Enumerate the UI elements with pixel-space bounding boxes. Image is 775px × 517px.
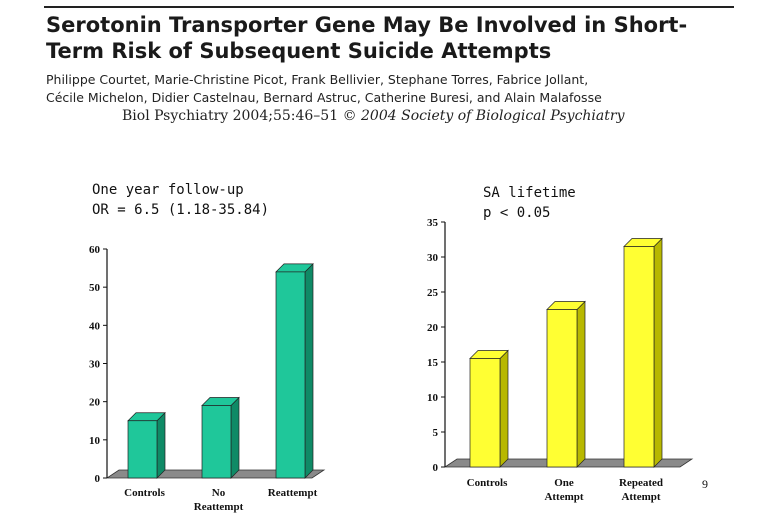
left-y-tick-label: 30 — [89, 359, 101, 371]
paper-title-line1: Serotonin Transporter Gene May Be Involv… — [46, 13, 688, 37]
right-y-tick-label: 0 — [433, 462, 439, 474]
right-y-tick-label: 10 — [427, 392, 439, 404]
left-category-label: Reattempt — [194, 501, 244, 513]
right-annotation-line1: SA lifetime — [483, 185, 576, 201]
left-y-tick-label: 50 — [89, 282, 101, 294]
right-y-tick-label: 35 — [427, 217, 439, 229]
left-bar-3-front — [275, 271, 306, 479]
left-y-tick-label: 0 — [95, 473, 101, 485]
left-bar-2-front — [201, 405, 232, 479]
left-y-tick-label: 60 — [89, 244, 101, 256]
left-bar-3-side — [304, 263, 314, 479]
left-annotation-line2: OR = 6.5 (1.18-35.84) — [92, 202, 270, 218]
left-category-label: Reattempt — [268, 487, 318, 499]
left-annotation-line1: One year follow-up — [92, 182, 244, 198]
left-y-tick-label: 10 — [89, 435, 101, 447]
paper-title: Serotonin Transporter Gene May Be Involv… — [46, 12, 736, 64]
right-y-tick-label: 30 — [427, 252, 439, 264]
right-bar-3-side — [653, 237, 663, 468]
left-bar-2-side — [230, 396, 240, 479]
right-category-label: Repeated — [619, 477, 663, 489]
left-chart-annotation: One year follow-up OR = 6.5 (1.18-35.84) — [92, 180, 269, 220]
page-number: 9 — [702, 477, 708, 491]
right-y-tick-label: 25 — [427, 287, 439, 299]
right-chart-annotation: SA lifetime p < 0.05 — [483, 183, 576, 223]
right-category-label: One — [554, 477, 574, 489]
paper-citation: Biol Psychiatry 2004;55:46–51 © 2004 Soc… — [122, 108, 624, 124]
left-y-tick-label: 20 — [89, 397, 101, 409]
right-annotation-line2: p < 0.05 — [483, 205, 551, 221]
right-bar-2-front — [546, 309, 578, 468]
right-y-tick-label: 15 — [427, 357, 439, 369]
left-bar-1-front — [127, 420, 158, 479]
left-bar-1-side — [156, 411, 166, 479]
right-category-label: Attempt — [544, 491, 583, 503]
header-rule — [44, 6, 734, 8]
right-bar-1-side — [499, 349, 509, 468]
right-y-tick-label: 20 — [427, 322, 439, 334]
left-y-tick-label: 40 — [89, 320, 101, 332]
right-y-tick-label: 5 — [433, 427, 439, 439]
authors-line1: Philippe Courtet, Marie-Christine Picot,… — [46, 72, 589, 87]
paper-authors: Philippe Courtet, Marie-Christine Picot,… — [46, 71, 736, 107]
right-category-label: Controls — [467, 477, 508, 489]
right-bar-2-side — [576, 300, 586, 468]
authors-line2: Cécile Michelon, Didier Castelnau, Berna… — [46, 90, 602, 105]
copyright-text: © 2004 Society of Biological Psychiatry — [342, 108, 625, 124]
right-category-label: Attempt — [621, 491, 660, 503]
right-bar-1-front — [469, 358, 501, 468]
citation-text: Biol Psychiatry 2004;55:46–51 — [122, 108, 343, 124]
left-category-label: No — [212, 487, 226, 499]
paper-title-line2: Term Risk of Subsequent Suicide Attempts — [46, 39, 552, 63]
right-bar-3-front — [623, 246, 655, 468]
left-category-label: Controls — [124, 487, 165, 499]
